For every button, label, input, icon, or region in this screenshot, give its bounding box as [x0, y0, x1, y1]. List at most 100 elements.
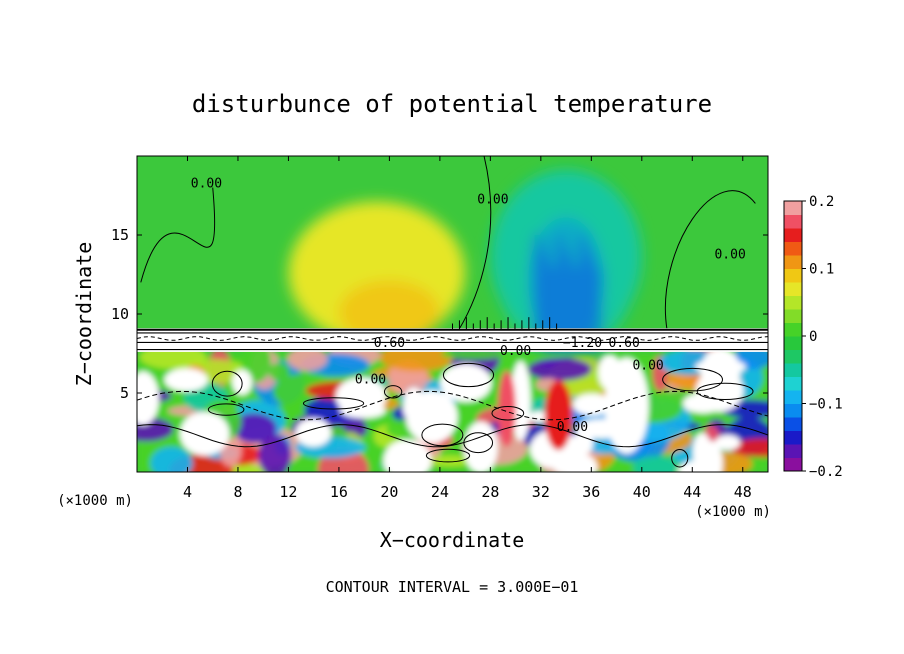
contour-dashed: [137, 390, 768, 421]
colorbar-swatch-17: [784, 228, 802, 242]
colorbar-swatch-1: [784, 444, 802, 458]
saturated-blob: [420, 398, 438, 439]
field-upper-layer: [288, 169, 642, 397]
warm-column: [497, 370, 516, 447]
colorbar-swatch-18: [784, 214, 802, 229]
x-tick-label: 24: [431, 483, 449, 501]
y-axis: 5 10 15: [111, 226, 768, 402]
colorbar: 0.2 0.1 0 −0.1 −0.2: [783, 194, 843, 480]
contour-loop: [302, 397, 365, 410]
contour-label: 0.00: [714, 248, 745, 263]
colorbar-swatch-6: [784, 376, 802, 391]
colorbar-swatch-11: [784, 309, 802, 323]
contour-label: 0.00: [632, 358, 663, 373]
turbulence-blob: [428, 455, 472, 467]
colorbar-swatch-8: [784, 349, 802, 364]
colorbar-swatch-7: [784, 363, 802, 377]
turbulence-blob: [268, 362, 290, 382]
turbulence-blob: [632, 455, 678, 472]
saturated-column: [604, 357, 649, 454]
x-tick-label: 28: [481, 483, 499, 501]
chart-title: disturbunce of potential temperature: [192, 90, 712, 118]
x-tick-label: 48: [734, 483, 752, 501]
interface-white: [137, 328, 768, 352]
contour-label: −1.20: [563, 336, 602, 351]
contour-zero-right: [665, 190, 756, 330]
colorbar-tick-label: 0: [809, 329, 817, 345]
contour-loop: [662, 367, 723, 392]
contour-solid: [137, 424, 768, 448]
contour-label: 0.00: [500, 344, 531, 359]
saturated-blob: [684, 398, 706, 412]
field-streak-4: [564, 250, 571, 361]
x-axis-label: X−coordinate: [380, 528, 525, 552]
contour-loop: [491, 406, 525, 421]
field-streak-3: [557, 235, 564, 375]
colorbar-swatch-15: [784, 255, 802, 269]
colorbar-swatch-19: [784, 201, 802, 215]
field-streak-6: [579, 235, 586, 365]
colorbar-swatch-12: [784, 295, 802, 310]
field-streak-7: [587, 250, 594, 391]
x-tick-label: 8: [233, 483, 242, 501]
saturated-blob: [572, 393, 612, 416]
contour-loop: [207, 403, 245, 416]
saturated-blob: [700, 440, 723, 472]
y-tick-label: 15: [111, 226, 129, 244]
colorbar-tick-label: 0.2: [809, 194, 834, 210]
colorbar-swatch-16: [784, 241, 802, 256]
contour-label: 0.00: [355, 373, 386, 388]
contour-loop: [383, 385, 403, 399]
colorbar-swatch-10: [784, 322, 802, 337]
colorbar-swatch-13: [784, 282, 802, 296]
contour-loop: [211, 370, 243, 397]
saturated-blob: [695, 369, 744, 412]
contour-label: 0.60: [374, 336, 405, 351]
contour-loop: [442, 362, 495, 388]
colorbar-swatch-9: [784, 336, 802, 350]
x-unit-right: (×1000 m): [695, 504, 771, 520]
colorbar-tick-label: 0.1: [809, 262, 834, 278]
field-lower-layer: [137, 336, 768, 472]
saturated-blob: [295, 418, 332, 447]
contour-label: 0.00: [557, 420, 588, 435]
saturated-blob: [137, 371, 159, 426]
x-tick-label: 32: [532, 483, 550, 501]
colorbar-swatch-2: [784, 430, 802, 445]
x-tick-label: 44: [683, 483, 701, 501]
contour-label: 0.00: [477, 192, 508, 207]
turbulence-blob: [258, 434, 292, 472]
contour-loop: [696, 382, 754, 400]
contour-loop: [671, 449, 689, 468]
colorbar-tick-label: −0.2: [809, 464, 843, 480]
saturated-blob: [464, 421, 498, 472]
saturated-blob: [440, 363, 492, 402]
turbulence-blob: [287, 346, 328, 371]
contour-lines: [137, 156, 768, 468]
x-tick-label: 36: [582, 483, 600, 501]
x-axis: 4 8 12 16 20 24 28 32 36 40 44 48: [183, 156, 752, 501]
contour-zero-left: [140, 187, 216, 283]
field-streak-0: [534, 235, 541, 345]
colorbar-swatch-3: [784, 417, 802, 431]
colorbar-swatch-14: [784, 268, 802, 283]
contour-zero-mid: [458, 156, 492, 331]
turbulence-blob: [527, 357, 592, 381]
colorbar-swatch-0: [784, 457, 802, 472]
saturated-blob: [403, 387, 424, 421]
saturated-blob: [560, 453, 598, 472]
saturated-blob: [715, 434, 741, 451]
x-tick-label: 20: [380, 483, 398, 501]
contour-interval-note: CONTOUR INTERVAL = 3.000E−01: [326, 578, 579, 596]
interface-band: [137, 317, 768, 352]
colorbar-tick-label: −0.1: [809, 397, 843, 413]
colorbar-swatch-4: [784, 403, 802, 418]
field-streak-1: [542, 250, 549, 371]
contour-loop: [425, 448, 471, 463]
contour-loop: [421, 423, 464, 447]
saturated-blob: [179, 411, 230, 456]
field-streak-5: [572, 266, 579, 387]
y-tick-label: 10: [111, 305, 129, 323]
field-streak-8: [595, 266, 602, 377]
